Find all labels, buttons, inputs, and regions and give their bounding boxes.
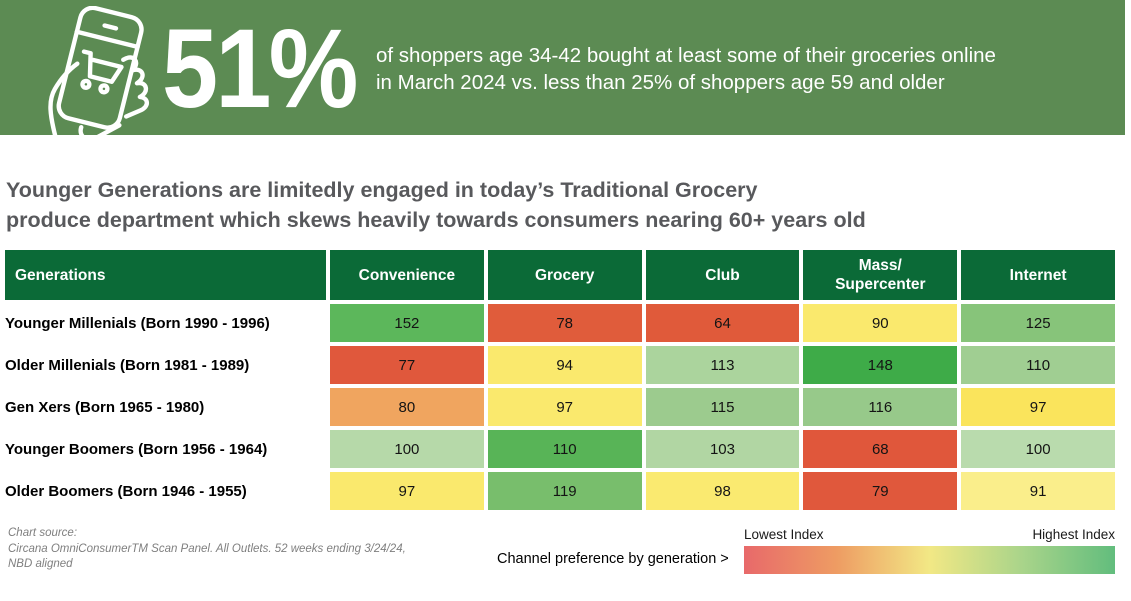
header-banner: 51% of shoppers age 34-42 bought at leas… [0,0,1125,135]
table-row: Older Boomers (Born 1946 - 1955) 97 119 98 7… [5,472,1115,510]
column-header-club: Club [645,250,800,300]
heatmap-cell: 94 [487,346,642,384]
row-label: Gen Xers (Born 1965 - 1980) [5,398,205,416]
hand-thumb-outline [78,123,122,135]
heatmap-cell: 79 [803,472,958,510]
column-header-grocery: Grocery [487,250,642,300]
heatmap-cell: 110 [961,346,1115,384]
legend-labels: Lowest Index Highest Index [744,527,1115,542]
legend-gradient-bar [744,546,1115,574]
column-header-convenience: Convenience [330,250,484,300]
page-title-line1: Younger Generations are limitedly engage… [6,178,758,202]
table-header-row: Generations Convenience Grocery Club Mas… [5,250,1115,300]
heatmap-cell: 148 [803,346,958,384]
heatmap-cell: 68 [803,430,958,468]
legend-lowest-label: Lowest Index [744,527,824,542]
table-body: Younger Millenials (Born 1990 - 1996) 152… [5,304,1115,510]
heatmap-cell: 119 [487,472,642,510]
heatmap-cell: 97 [330,472,484,510]
chart-source: Chart source: Circana OmniConsumerTM Sca… [8,526,406,573]
banner-description: of shoppers age 34-42 bought at least so… [376,42,996,96]
row-label: Younger Millenials (Born 1990 - 1996) [5,314,270,332]
chart-source-line2: Circana OmniConsumerTM Scan Panel. All O… [8,542,406,555]
legend: Lowest Index Highest Index [744,527,1115,574]
legend-highest-label: Highest Index [1032,527,1115,542]
heatmap-cell: 98 [645,472,800,510]
heatmap-table: Generations Convenience Grocery Club Mas… [5,250,1115,510]
heatmap-cell: 152 [330,304,484,342]
heatmap-cell: 77 [330,346,484,384]
page-title: Younger Generations are limitedly engage… [6,175,866,235]
heatmap-cell: 97 [487,388,642,426]
heatmap-cell: 113 [645,346,800,384]
table-row: Gen Xers (Born 1965 - 1980) 80 97 115 116 97 [5,388,1115,426]
heatmap-cell: 78 [487,304,642,342]
heatmap-cell: 103 [645,430,800,468]
row-label: Younger Boomers (Born 1956 - 1964) [5,440,268,458]
heatmap-cell: 80 [330,388,484,426]
heatmap-cell: 110 [487,430,642,468]
row-label: Older Millenials (Born 1981 - 1989) [5,356,250,374]
heatmap-cell: 100 [961,430,1115,468]
page-title-line2: produce department which skews heavily t… [6,208,866,232]
heatmap-cell: 90 [803,304,958,342]
chart-source-line1: Chart source: [8,527,78,539]
phone-shopping-cart-icon [48,6,150,135]
column-header-generations: Generations [5,250,326,300]
column-header-mass-supercenter: Mass/ Supercenter [803,250,958,300]
heatmap-cell: 91 [961,472,1115,510]
heatmap-cell: 125 [961,304,1115,342]
table-row: Younger Millenials (Born 1990 - 1996) 152… [5,304,1115,342]
table-row: Younger Boomers (Born 1956 - 1964) 100 110… [5,430,1115,468]
row-label: Older Boomers (Born 1946 - 1955) [5,482,247,500]
stat-percentage: 51% [162,6,358,131]
heatmap-cell: 97 [961,388,1115,426]
column-header-internet: Internet [961,250,1115,300]
chart-source-line3: NBD aligned [8,558,73,570]
table-row: Older Millenials (Born 1981 - 1989) 77 94 1… [5,346,1115,384]
hand-palm-outline [48,61,80,135]
heatmap-cell: 116 [803,388,958,426]
banner-description-line1: of shoppers age 34-42 bought at least so… [376,44,996,67]
heatmap-cell: 115 [645,388,800,426]
heatmap-cell: 100 [330,430,484,468]
heatmap-cell: 64 [645,304,800,342]
banner-description-line2: in March 2024 vs. less than 25% of shopp… [376,71,945,94]
legend-caption: Channel preference by generation > [497,551,729,567]
hand-fingers-outline [121,55,150,119]
